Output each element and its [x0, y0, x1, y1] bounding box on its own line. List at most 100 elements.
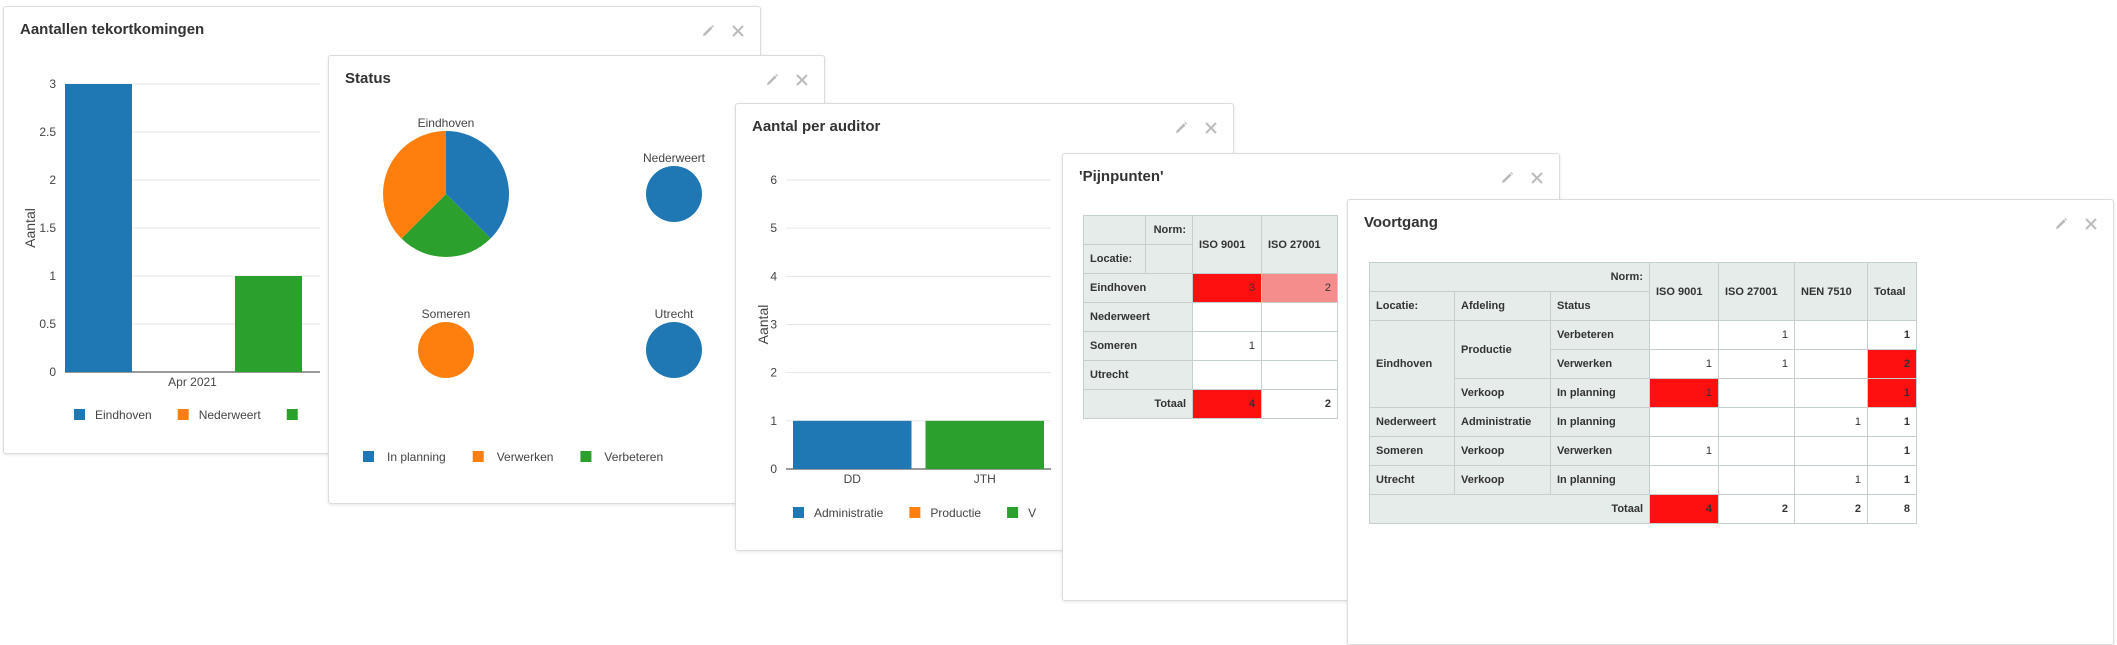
table-cell: 1: [1867, 378, 1917, 408]
close-icon[interactable]: [794, 72, 810, 88]
bar-v: [925, 420, 1044, 469]
row-header: In planning: [1550, 465, 1650, 495]
pencil-icon[interactable]: [1173, 120, 1189, 136]
table-row: Eindhoven 3 2: [1083, 273, 1338, 303]
column-header: ISO 9001: [1192, 215, 1262, 274]
norm-label: Norm:: [1369, 262, 1650, 292]
row-header: Eindhoven: [1369, 320, 1455, 408]
table-cell: 1: [1649, 436, 1719, 466]
total-cell: 2: [1261, 389, 1338, 419]
row-header-label: Status: [1550, 291, 1650, 321]
widget-title: Status: [345, 70, 391, 87]
close-icon[interactable]: [1529, 170, 1545, 186]
pie-label: Nederweert: [643, 151, 706, 165]
close-icon[interactable]: [730, 23, 746, 39]
table-cell: [1794, 436, 1868, 466]
y-axis-title: Aantal: [755, 305, 771, 345]
table-cell: [1718, 436, 1795, 466]
table-cell: 1: [1718, 349, 1795, 379]
table-row: Eindhoven Productie Verbeteren 1 1: [1369, 320, 1917, 408]
table-cell: 1: [1794, 465, 1868, 495]
legend-swatch: [793, 507, 804, 518]
y-tick-label: 1: [770, 414, 777, 428]
table-cell: [1649, 320, 1719, 350]
table-row: Someren Verkoop Verwerken 1 1: [1369, 436, 1917, 466]
pie-label: Utrecht: [655, 307, 694, 321]
total-cell: 8: [1867, 494, 1917, 524]
table-cell: 2: [1261, 273, 1338, 303]
y-tick-label: 3: [49, 77, 56, 91]
table-row: Verkoop In planning 1 1: [1370, 378, 1917, 408]
table-cell: [1261, 360, 1338, 390]
table-row: Nederweert: [1083, 302, 1338, 332]
widget-title: Voortgang: [1364, 214, 1438, 231]
row-header: Utrecht: [1369, 465, 1455, 495]
y-axis-title: Aantal: [22, 208, 38, 248]
table-cell: 2: [1867, 349, 1917, 379]
column-header: NEN 7510: [1794, 262, 1868, 321]
pencil-icon[interactable]: [1499, 170, 1515, 186]
pie-slice: [383, 131, 446, 239]
pencil-icon[interactable]: [700, 23, 716, 39]
legend-swatch: [472, 451, 484, 462]
row-header: Eindhoven: [1083, 273, 1193, 303]
table-cell: [1192, 360, 1262, 390]
pivot-table-pijnpunten: Norm: ISO 9001 ISO 27001 Locatie: Eindho…: [1083, 215, 1338, 419]
x-tick-label: DD: [844, 472, 862, 486]
table-cell: 1: [1867, 436, 1917, 466]
bar-series: [235, 276, 302, 372]
legend-swatch: [580, 451, 592, 462]
table-cell: [1718, 407, 1795, 437]
table-cell: [1649, 465, 1719, 495]
row-header: Verkoop: [1454, 378, 1551, 408]
column-header: ISO 27001: [1261, 215, 1338, 274]
pencil-icon[interactable]: [764, 72, 780, 88]
bar-eindhoven: [65, 84, 132, 372]
table-cell: [1261, 302, 1338, 332]
close-icon[interactable]: [2083, 216, 2099, 232]
x-tick-label: JTH: [974, 472, 996, 486]
row-header: Verwerken: [1550, 349, 1650, 379]
table-row: Utrecht Verkoop In planning 1 1: [1369, 465, 1917, 495]
row-header: In planning: [1550, 407, 1650, 437]
legend-swatch: [74, 409, 85, 420]
close-icon[interactable]: [1203, 120, 1219, 136]
row-header: Verkoop: [1454, 436, 1551, 466]
y-tick-label: 0: [49, 365, 56, 379]
row-header: Someren: [1083, 331, 1193, 361]
total-cell: 2: [1794, 494, 1868, 524]
table-cell: 1: [1192, 331, 1262, 361]
row-header: Verkoop: [1454, 465, 1551, 495]
row-header: Someren: [1369, 436, 1455, 466]
column-header: ISO 9001: [1649, 262, 1719, 321]
total-row: Totaal 4 2: [1083, 389, 1338, 419]
table-row: Nederweert Administratie In planning 1 1: [1369, 407, 1917, 437]
y-tick-label: 1.5: [39, 221, 56, 235]
x-tick-label: Apr 2021: [168, 375, 217, 389]
row-header: Nederweert: [1083, 302, 1193, 332]
norm-label: Norm:: [1145, 215, 1193, 245]
y-tick-label: 0: [770, 462, 777, 476]
pie-slice: [446, 131, 509, 239]
y-tick-label: 1: [49, 269, 56, 283]
total-cell: 4: [1192, 389, 1262, 419]
legend-label: Productie: [930, 506, 981, 520]
table-cell: 1: [1867, 465, 1917, 495]
pie-chart: Eindhoven Nederweert Someren Utrecht In plan…: [363, 116, 706, 464]
bar-chart: 0 0.5 1 1.5 2 2.5 3 Aantal Apr 2021 Eindhoven Nede…: [22, 77, 320, 422]
pivot-table-voortgang: Norm: ISO 9001 ISO 27001 NEN 7510 Totaal…: [1369, 262, 1917, 524]
table-cell: 1: [1649, 378, 1719, 408]
total-label: Totaal: [1083, 389, 1193, 419]
legend-label: Eindhoven: [95, 408, 152, 422]
table-cell: [1718, 378, 1795, 408]
legend-swatch: [1007, 507, 1019, 518]
table-cell: [1192, 302, 1262, 332]
table-row: Verwerken 1 1 2: [1370, 349, 1917, 379]
table-cell: 1: [1867, 320, 1917, 350]
pie-slice: [646, 166, 702, 222]
pencil-icon[interactable]: [2053, 216, 2069, 232]
widget-voortgang: Voortgang Norm: ISO 9001 ISO 27001 NEN 7…: [1347, 199, 2114, 645]
pie-label: Someren: [422, 307, 471, 321]
total-label: Totaal: [1369, 494, 1650, 524]
legend-swatch: [363, 451, 374, 462]
